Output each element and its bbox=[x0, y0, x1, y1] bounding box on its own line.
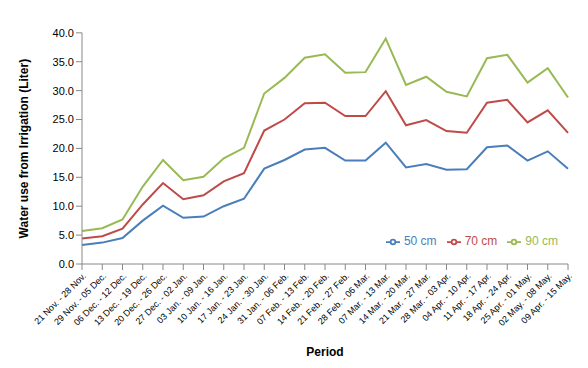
svg-text:11 Apr. - 17 Apr.: 11 Apr. - 17 Apr. bbox=[441, 270, 493, 323]
svg-text:28 Mar. - 03 Apr.: 28 Mar. - 03 Apr. bbox=[398, 270, 453, 325]
svg-text:09 Apr. - 15 May.: 09 Apr. - 15 May. bbox=[519, 271, 574, 326]
svg-text:24 Jan. - 30 Jan.: 24 Jan. - 30 Jan. bbox=[215, 270, 271, 326]
svg-text:02 May. - 08 May.: 02 May. - 08 May. bbox=[496, 270, 554, 328]
svg-text:25 Apr. - 01 May.: 25 Apr. - 01 May. bbox=[478, 270, 534, 326]
svg-text:03 Jan. - 09 Jan.: 03 Jan. - 09 Jan. bbox=[155, 270, 210, 326]
svg-text:10.0: 10.0 bbox=[53, 200, 74, 212]
svg-text:07 Mar. - 13 Mar.: 07 Mar. - 13 Mar. bbox=[336, 270, 392, 326]
svg-text:04 Apr. - 10 Apr.: 04 Apr. - 10 Apr. bbox=[420, 270, 473, 324]
svg-text:20.0: 20.0 bbox=[53, 142, 74, 154]
svg-text:21 Nov. - 28 Nov.: 21 Nov. - 28 Nov. bbox=[32, 270, 88, 327]
svg-text:0.0: 0.0 bbox=[59, 258, 74, 270]
svg-text:07 Feb. - 13 Feb.: 07 Feb. - 13 Feb. bbox=[254, 270, 311, 327]
svg-text:17 Jan. - 23 Jan.: 17 Jan. - 23 Jan. bbox=[195, 270, 250, 326]
svg-text:14 Mar. - 20 Mar.: 14 Mar. - 20 Mar. bbox=[356, 270, 412, 326]
svg-text:15.0: 15.0 bbox=[53, 171, 74, 183]
svg-text:30.0: 30.0 bbox=[53, 85, 74, 97]
svg-text:21 Mar. - 27 Mar.: 21 Mar. - 27 Mar. bbox=[377, 270, 433, 326]
svg-text:35.0: 35.0 bbox=[53, 56, 74, 68]
svg-text:13 Dec. - 19 Dec.: 13 Dec. - 19 Dec. bbox=[92, 270, 149, 328]
svg-text:25.0: 25.0 bbox=[53, 113, 74, 125]
svg-text:10 Jan. - 16 Jan.: 10 Jan. - 16 Jan. bbox=[175, 270, 230, 326]
svg-text:21 Feb. - 27 Feb.: 21 Feb. - 27 Feb. bbox=[295, 270, 352, 327]
html-text:90 cm: 90 cm bbox=[525, 234, 558, 248]
svg-text:5.0: 5.0 bbox=[59, 229, 74, 241]
svg-text:28 Feb. - 06 Mar.: 28 Feb. - 06 Mar. bbox=[315, 270, 372, 327]
svg-text:29 Nov. - 05 Dec.: 29 Nov. - 05 Dec. bbox=[52, 270, 109, 327]
svg-text:Water use from Irrigation (Lit: Water use from Irrigation (Liter) bbox=[17, 59, 31, 239]
html-text:70 cm: 70 cm bbox=[464, 234, 498, 248]
svg-text:27 Dec. - 02 Jan.: 27 Dec. - 02 Jan. bbox=[133, 270, 190, 327]
svg-text:31 Jan. - 06 Feb.: 31 Jan. - 06 Feb. bbox=[235, 270, 291, 326]
svg-text:18 Apr. - 24 Apr.: 18 Apr. - 24 Apr. bbox=[460, 270, 514, 324]
svg-text:14 Feb. - 20 Feb.: 14 Feb. - 20 Feb. bbox=[275, 270, 331, 327]
svg-text:40.0: 40.0 bbox=[53, 27, 74, 39]
svg-text:Period: Period bbox=[306, 345, 343, 359]
html-text:50 cm: 50 cm bbox=[403, 234, 437, 248]
svg-text:06 Dec. - 12 Dec.: 06 Dec. - 12 Dec. bbox=[71, 270, 129, 328]
svg-text:20 Dec. - 26 Dec.: 20 Dec. - 26 Dec. bbox=[112, 270, 169, 328]
